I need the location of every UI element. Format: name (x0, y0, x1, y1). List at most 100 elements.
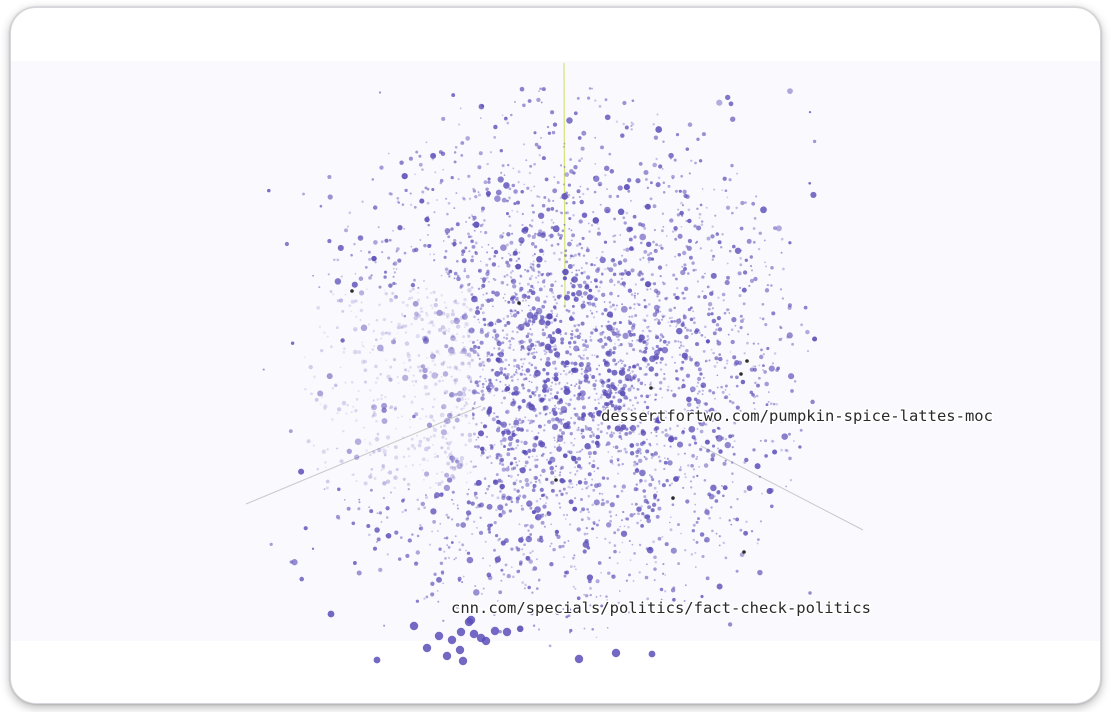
data-point[interactable] (553, 376, 559, 382)
data-point[interactable] (657, 480, 661, 483)
data-point[interactable] (515, 461, 518, 464)
data-point[interactable] (360, 249, 363, 252)
data-point[interactable] (591, 440, 595, 444)
data-point[interactable] (354, 454, 360, 460)
data-point[interactable] (517, 323, 525, 331)
data-point[interactable] (636, 424, 640, 428)
data-point[interactable] (441, 406, 444, 409)
data-point[interactable] (603, 240, 608, 244)
data-point[interactable] (333, 383, 338, 388)
data-point[interactable] (560, 465, 564, 470)
data-point[interactable] (584, 339, 588, 342)
data-point[interactable] (662, 191, 666, 194)
data-point[interactable] (722, 461, 727, 466)
data-point[interactable] (391, 229, 395, 232)
data-point[interactable] (407, 455, 411, 458)
data-point[interactable] (372, 450, 376, 454)
data-point[interactable] (636, 388, 639, 391)
data-point[interactable] (644, 373, 648, 376)
data-point[interactable] (698, 390, 701, 393)
data-point[interactable] (460, 361, 465, 366)
data-point[interactable] (685, 499, 690, 504)
data-point[interactable] (385, 435, 391, 440)
data-point[interactable] (373, 477, 377, 480)
data-point[interactable] (597, 423, 600, 427)
data-point[interactable] (609, 169, 615, 174)
data-point[interactable] (690, 332, 694, 336)
data-point[interactable] (424, 216, 430, 223)
data-point[interactable] (601, 330, 605, 334)
data-point[interactable] (565, 491, 568, 495)
data-point[interactable] (584, 426, 589, 431)
data-point[interactable] (702, 294, 708, 300)
data-point[interactable] (535, 499, 539, 503)
data-point[interactable] (581, 339, 584, 341)
data-point[interactable] (586, 516, 589, 519)
data-point[interactable] (539, 481, 542, 484)
data-point[interactable] (554, 298, 557, 301)
data-point[interactable] (481, 206, 485, 211)
data-point[interactable] (511, 269, 514, 273)
data-point[interactable] (731, 481, 734, 483)
data-point[interactable] (503, 182, 510, 189)
data-point[interactable] (634, 292, 636, 295)
data-point[interactable] (512, 466, 517, 470)
data-point[interactable] (454, 339, 458, 342)
data-point[interactable] (693, 329, 699, 335)
data-point[interactable] (715, 532, 718, 535)
data-point[interactable] (402, 455, 406, 459)
data-point[interactable] (517, 393, 520, 396)
data-point[interactable] (509, 376, 512, 379)
data-point[interactable] (535, 513, 542, 521)
data-point[interactable] (644, 177, 648, 181)
data-point[interactable] (540, 315, 545, 320)
data-point[interactable] (639, 452, 642, 455)
data-point[interactable] (639, 233, 647, 241)
data-point[interactable] (604, 98, 608, 102)
data-point[interactable] (719, 517, 722, 520)
data-point[interactable] (585, 248, 590, 253)
data-point[interactable] (551, 407, 556, 412)
data-point[interactable] (385, 359, 387, 362)
data-point[interactable] (515, 296, 519, 301)
data-point[interactable] (377, 226, 380, 229)
data-point[interactable] (696, 207, 699, 210)
data-point[interactable] (522, 362, 525, 365)
data-point[interactable] (683, 599, 686, 603)
data-point[interactable] (501, 467, 506, 472)
data-point[interactable] (669, 428, 672, 431)
data-point[interactable] (593, 190, 597, 194)
data-point[interactable] (669, 516, 672, 519)
data-point[interactable] (532, 392, 535, 395)
data-point[interactable] (531, 455, 534, 458)
data-point[interactable] (524, 268, 527, 271)
data-point[interactable] (643, 455, 646, 458)
data-point[interactable] (666, 343, 669, 347)
data-point[interactable] (619, 399, 623, 402)
data-point[interactable] (705, 576, 710, 581)
data-point[interactable] (623, 221, 627, 225)
data-point[interactable] (426, 296, 429, 299)
data-point[interactable] (643, 498, 649, 504)
data-point[interactable] (393, 271, 397, 274)
data-point[interactable] (470, 258, 474, 263)
data-point[interactable] (726, 196, 729, 199)
data-point[interactable] (655, 443, 659, 446)
data-point[interactable] (757, 538, 760, 541)
data-point[interactable] (354, 299, 358, 303)
data-point[interactable] (502, 573, 506, 576)
data-point[interactable] (335, 514, 340, 519)
data-point[interactable] (423, 335, 429, 340)
data-point[interactable] (580, 466, 583, 469)
data-point[interactable] (546, 346, 551, 351)
data-point[interactable] (542, 253, 545, 256)
data-point[interactable] (453, 558, 456, 561)
data-point[interactable] (658, 482, 661, 485)
data-point[interactable] (764, 381, 769, 387)
data-point[interactable] (659, 361, 662, 364)
data-point[interactable] (647, 505, 652, 510)
data-point[interactable] (520, 507, 525, 511)
data-point[interactable] (521, 369, 524, 372)
data-point[interactable] (575, 244, 579, 247)
data-point[interactable] (630, 293, 634, 296)
